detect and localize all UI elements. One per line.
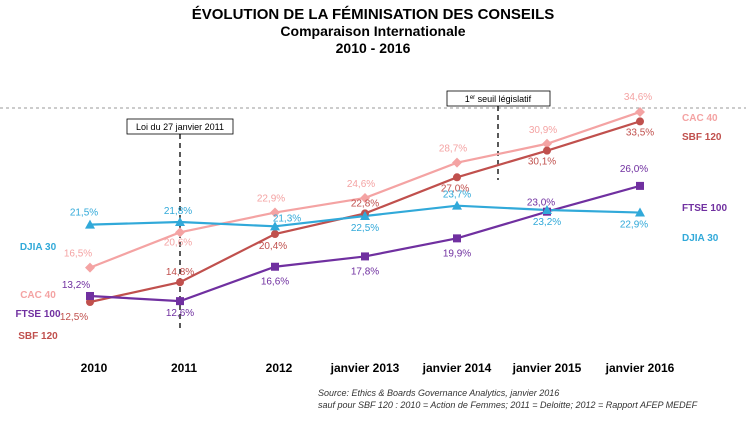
marker-djia-30-janvier-2014 [452, 200, 462, 210]
category-label-janvier-2015: janvier 2015 [512, 361, 582, 375]
marker-djia-30-janvier-2013 [360, 211, 370, 220]
marker-ftse-100-2012 [271, 262, 279, 271]
source-line-1: Source: Ethics & Boards Governance Analy… [318, 388, 559, 398]
series-name-sbf-120-right: SBF 120 [682, 132, 722, 143]
marker-sbf-120-janvier-2015 [543, 146, 551, 155]
data-label-djia-30-janvier-2015: 23,2% [533, 217, 561, 228]
marker-sbf-120-2012 [271, 230, 279, 239]
source-line-2: sauf pour SBF 120 : 2010 = Action de Fem… [318, 400, 698, 410]
marker-cac-40-2011 [175, 227, 185, 238]
data-label-ftse-100-janvier-2015: 23,0% [527, 198, 555, 209]
data-label-sbf-120-2010: 12,5% [60, 312, 88, 323]
marker-sbf-120-2010 [86, 298, 94, 306]
data-label-cac-40-janvier-2016: 34,6% [624, 92, 652, 103]
marker-ftse-100-janvier-2014 [453, 234, 461, 243]
data-label-ftse-100-janvier-2013: 17,8% [351, 266, 379, 277]
data-label-djia-30-janvier-2016: 22,9% [620, 220, 648, 231]
marker-cac-40-janvier-2016 [635, 106, 645, 117]
annotation-text-seuil: 1er seuil législatif [465, 94, 532, 104]
annotation-box-loi-2011 [126, 118, 234, 135]
series-name-cac-40-left: CAC 40 [20, 290, 56, 301]
marker-djia-30-janvier-2015 [542, 204, 552, 214]
data-label-cac-40-2012: 22,9% [257, 194, 285, 205]
data-label-ftse-100-2011: 12,6% [166, 308, 194, 319]
category-labels: 2010 2011 2012 janvier 2013 janvier 2014 janv… [81, 361, 675, 375]
marker-djia-30-2012 [270, 221, 280, 231]
data-label-cac-40-2011: 20,6% [164, 237, 192, 248]
category-label-janvier-2014: janvier 2014 [422, 361, 492, 375]
marker-cac-40-2012 [270, 207, 280, 218]
category-label-janvier-2013: janvier 2013 [330, 361, 400, 375]
marker-djia-30-janvier-2016 [635, 207, 645, 217]
category-label-janvier-2016: janvier 2016 [605, 361, 675, 375]
marker-sbf-120-2011 [176, 278, 184, 287]
data-label-sbf-120-janvier-2015: 30,1% [528, 157, 556, 168]
annotation-box-seuil [446, 90, 551, 107]
data-label-sbf-120-janvier-2013: 22,8% [351, 198, 379, 209]
data-label-djia-30-janvier-2013: 22,5% [351, 223, 379, 234]
data-label-sbf-120-janvier-2016: 33,5% [626, 127, 654, 138]
series-name-ftse-100-right: FTSE 100 [682, 203, 727, 214]
data-label-sbf-120-2011: 14,8% [166, 267, 194, 278]
marker-cac-40-janvier-2015 [542, 138, 552, 149]
marker-cac-40-2010 [85, 262, 95, 273]
data-label-cac-40-2010: 16,5% [64, 249, 92, 260]
data-label-cac-40-janvier-2015: 30,9% [529, 125, 557, 136]
marker-sbf-120-janvier-2014 [453, 173, 461, 182]
category-label-2011: 2011 [171, 361, 197, 375]
data-label-djia-30-2011: 21,8% [164, 206, 192, 217]
series-names: CAC 40 CAC 40 SBF 120 SBF 120 FTSE 100 FTSE 1… [15, 113, 727, 342]
series-name-djia-30-right: DJIA 30 [682, 233, 719, 244]
marker-ftse-100-janvier-2016 [636, 181, 644, 190]
data-labels: 16,5% 20,6% 22,9% 24,6% 28,7% 30,9% 34,6% 12,5%… [60, 92, 654, 323]
data-label-ftse-100-2010: 13,2% [62, 280, 90, 291]
marker-ftse-100-2010 [86, 291, 94, 300]
marker-ftse-100-2011 [176, 297, 184, 306]
data-label-sbf-120-janvier-2014: 27,0% [441, 183, 469, 194]
annotation-text-loi-2011: Loi du 27 janvier 2011 [136, 122, 224, 132]
chart-period: 2010 - 2016 [336, 40, 411, 56]
marker-djia-30-2010 [85, 219, 95, 229]
data-label-djia-30-janvier-2014: 23,7% [443, 190, 471, 201]
data-label-djia-30-2010: 21,5% [70, 208, 98, 219]
data-label-ftse-100-janvier-2014: 19,9% [443, 248, 471, 259]
series-markers [85, 106, 645, 306]
category-label-2012: 2012 [266, 361, 293, 375]
data-label-cac-40-janvier-2013: 24,6% [347, 179, 375, 190]
marker-sbf-120-janvier-2016 [636, 117, 644, 126]
series-name-sbf-120-left: SBF 120 [18, 331, 58, 342]
series-name-djia-30-left: DJIA 30 [20, 242, 57, 253]
data-label-sbf-120-2012: 20,4% [259, 241, 287, 252]
data-label-djia-30-2012: 21,3% [273, 213, 301, 224]
series-name-ftse-100-left: FTSE 100 [15, 309, 60, 320]
annotations: Loi du 27 janvier 2011 1er seuil législat… [126, 90, 551, 330]
data-label-cac-40-janvier-2014: 28,7% [439, 144, 467, 155]
data-label-ftse-100-2012: 16,6% [261, 277, 289, 288]
chart-title: ÉVOLUTION DE LA FÉMINISATION DES CONSEIL… [192, 6, 555, 23]
data-label-ftse-100-janvier-2016: 26,0% [620, 164, 648, 175]
marker-cac-40-janvier-2013 [360, 192, 370, 203]
series-name-cac-40-right: CAC 40 [682, 113, 718, 124]
marker-ftse-100-janvier-2013 [361, 252, 369, 261]
category-label-2010: 2010 [81, 361, 108, 375]
marker-cac-40-janvier-2014 [452, 157, 462, 168]
chart-subtitle: Comparaison Internationale [280, 23, 465, 39]
marker-djia-30-2011 [175, 217, 185, 227]
